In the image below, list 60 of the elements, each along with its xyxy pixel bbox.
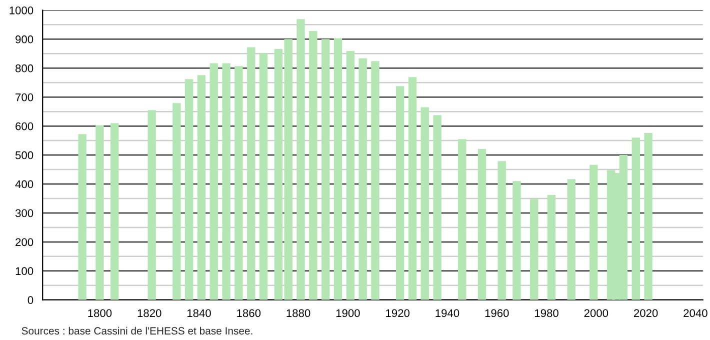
x-tick-label: 1940 xyxy=(436,309,460,318)
bar xyxy=(148,110,156,300)
bar xyxy=(478,148,486,300)
bar xyxy=(371,61,380,300)
y-tick-label: 800 xyxy=(16,64,34,72)
y-tick-label: 0 xyxy=(28,296,34,304)
y-tick-label: 500 xyxy=(15,151,34,160)
bar xyxy=(408,77,417,300)
x-tick-label: 1800 xyxy=(88,309,112,318)
bar xyxy=(296,19,305,300)
bar xyxy=(247,47,256,300)
x-tick-label: 1860 xyxy=(237,309,261,318)
bar xyxy=(458,139,466,300)
source-note: Sources : base Cassini de l'EHESS et base Insee. xyxy=(22,326,252,335)
x-tick-label: 1880 xyxy=(286,309,310,318)
bar xyxy=(530,199,538,300)
x-tick-label: 1980 xyxy=(535,309,558,318)
bar xyxy=(498,161,506,300)
y-tick-label: 900 xyxy=(16,35,34,44)
bar xyxy=(78,134,86,300)
bar xyxy=(321,39,330,300)
bar xyxy=(567,179,576,300)
x-tick-label: 2040 xyxy=(684,309,708,318)
y-tick-label: 300 xyxy=(15,209,34,218)
bar xyxy=(222,63,230,300)
y-tick-label: 400 xyxy=(15,180,34,188)
bar xyxy=(590,164,598,300)
bar xyxy=(172,103,181,300)
bar xyxy=(420,107,429,300)
bar xyxy=(346,51,355,300)
y-tick-label: 1000 xyxy=(10,6,34,14)
y-tick-label: 600 xyxy=(16,122,34,130)
x-tick-label: 1920 xyxy=(386,309,410,318)
bar xyxy=(632,138,640,300)
x-tick-label: 1900 xyxy=(336,309,360,318)
bar xyxy=(433,115,442,300)
x-tick-label: 1960 xyxy=(485,309,509,318)
bar xyxy=(274,49,283,300)
bar xyxy=(644,133,652,300)
x-tick-label: 1840 xyxy=(187,309,211,318)
bar xyxy=(547,195,556,300)
bar xyxy=(210,63,218,300)
bar xyxy=(396,86,404,300)
bar xyxy=(197,75,206,300)
x-tick-label: 2020 xyxy=(634,309,658,318)
bar xyxy=(110,123,119,300)
bar xyxy=(512,181,521,300)
x-tick-label: 1820 xyxy=(138,309,162,318)
bar xyxy=(234,66,243,300)
y-tick-label: 700 xyxy=(16,93,34,102)
y-tick-label: 200 xyxy=(16,238,34,246)
bar xyxy=(309,31,318,300)
y-tick-label: 100 xyxy=(16,267,34,276)
bar xyxy=(334,38,342,300)
bar xyxy=(259,53,268,300)
bar xyxy=(96,125,104,300)
x-tick-label: 2000 xyxy=(584,309,608,318)
bar xyxy=(358,58,367,300)
bar xyxy=(184,79,194,300)
bar xyxy=(284,39,292,300)
